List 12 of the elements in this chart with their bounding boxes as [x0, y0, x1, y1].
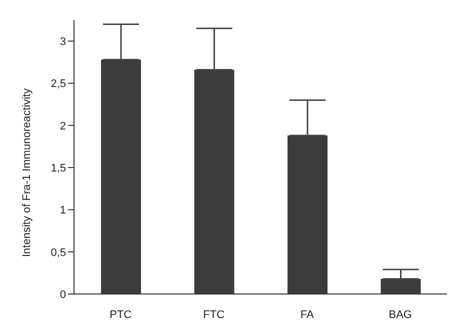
- y-tick-label: 3: [60, 36, 66, 48]
- y-axis-title: Intensity of Fra-1 Immunoreactivity: [20, 88, 33, 257]
- y-tick-label: 2,5: [50, 78, 66, 90]
- y-tick-label: 1: [60, 204, 66, 217]
- y-tick-label: 0: [60, 288, 66, 301]
- x-tick-label: FTC: [203, 308, 225, 321]
- y-tick-label: 1,5: [50, 162, 66, 174]
- y-tick-label: 0,5: [50, 246, 66, 259]
- x-tick-label: PTC: [110, 308, 132, 321]
- x-tick-label: FA: [300, 308, 315, 321]
- x-tick-label: BAG: [388, 308, 412, 321]
- y-tick-label: 2: [60, 120, 66, 132]
